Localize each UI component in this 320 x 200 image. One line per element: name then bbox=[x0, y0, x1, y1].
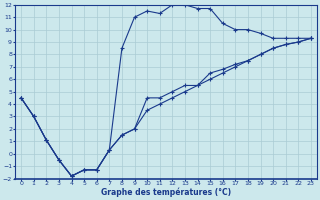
X-axis label: Graphe des températures (°C): Graphe des températures (°C) bbox=[101, 188, 231, 197]
